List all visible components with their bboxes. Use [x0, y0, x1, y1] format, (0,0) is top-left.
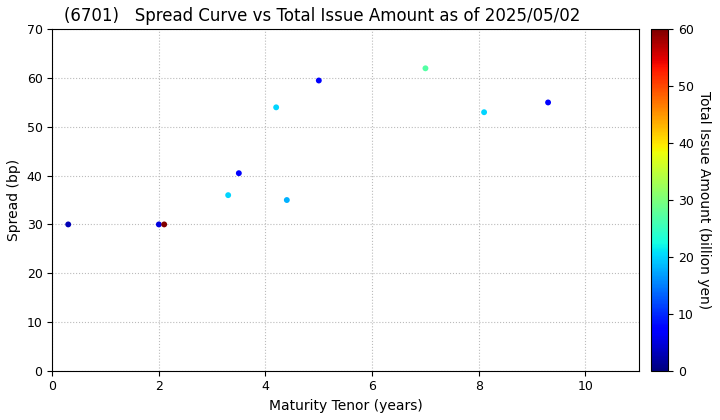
Point: [222, 192, 234, 199]
Point: [158, 221, 170, 228]
Point: [313, 77, 325, 84]
Point: [233, 170, 245, 176]
Y-axis label: Total Issue Amount (billion yen): Total Issue Amount (billion yen): [697, 91, 711, 309]
Point: [478, 109, 490, 116]
Point: [271, 104, 282, 111]
Point: [63, 221, 74, 228]
Point: [281, 197, 292, 203]
Point: [420, 65, 431, 72]
Y-axis label: Spread (bp): Spread (bp): [7, 159, 21, 241]
Point: [542, 99, 554, 106]
X-axis label: Maturity Tenor (years): Maturity Tenor (years): [269, 399, 423, 413]
Point: [153, 221, 165, 228]
Text: (6701)   Spread Curve vs Total Issue Amount as of 2025/05/02: (6701) Spread Curve vs Total Issue Amoun…: [64, 7, 580, 25]
